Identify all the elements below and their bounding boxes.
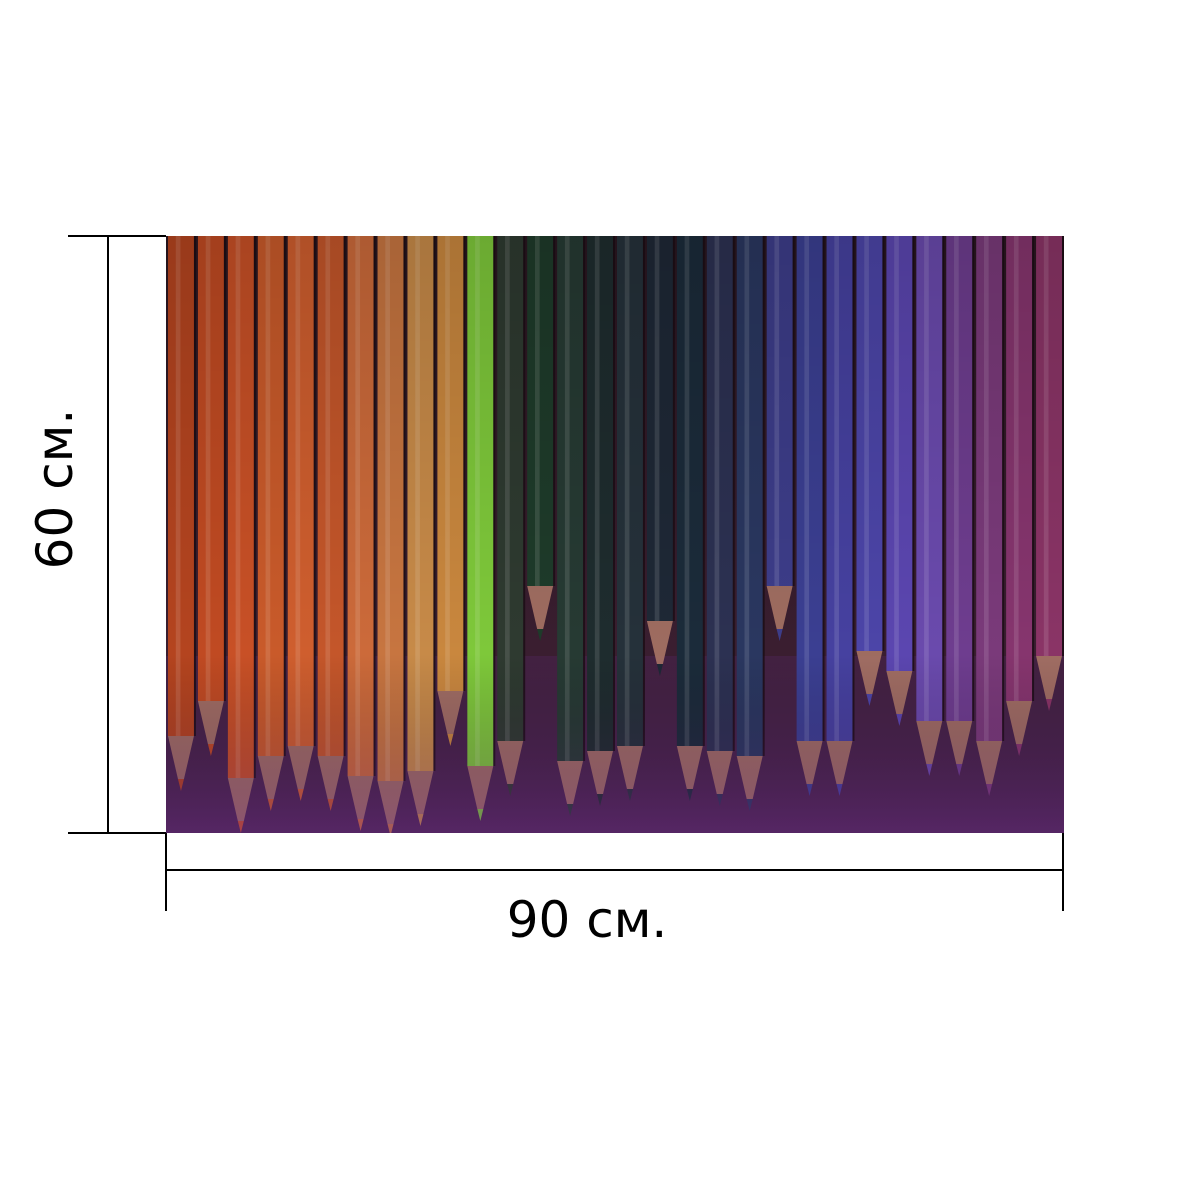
photo-vignette <box>166 236 1064 833</box>
height-dimension-tick-top <box>68 235 166 237</box>
width-dimension-tick-left <box>165 833 167 911</box>
pencils-photo <box>166 236 1064 833</box>
height-dimension-line <box>107 236 109 833</box>
height-dimension-tick-bottom <box>68 832 166 834</box>
width-dimension-tick-right <box>1062 833 1064 911</box>
colored-pencils-photo-icon <box>166 236 1064 833</box>
width-dimension-line <box>166 869 1064 871</box>
height-label: 60 см. <box>26 408 84 570</box>
width-label: 90 см. <box>506 891 668 949</box>
